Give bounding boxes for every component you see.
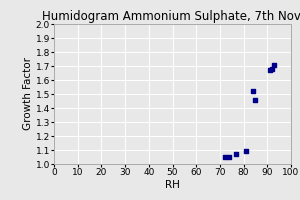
Point <box>227 155 232 159</box>
Point <box>270 67 274 70</box>
Point <box>222 155 227 159</box>
Point <box>267 69 272 72</box>
Point <box>272 63 277 66</box>
Point <box>234 153 239 156</box>
Point <box>253 98 258 101</box>
Point <box>251 90 256 93</box>
Title: Humidogram Ammonium Sulphate, 7th Nov.: Humidogram Ammonium Sulphate, 7th Nov. <box>42 10 300 23</box>
X-axis label: RH: RH <box>165 180 180 190</box>
Point <box>244 150 248 153</box>
Y-axis label: Growth Factor: Growth Factor <box>23 58 33 130</box>
